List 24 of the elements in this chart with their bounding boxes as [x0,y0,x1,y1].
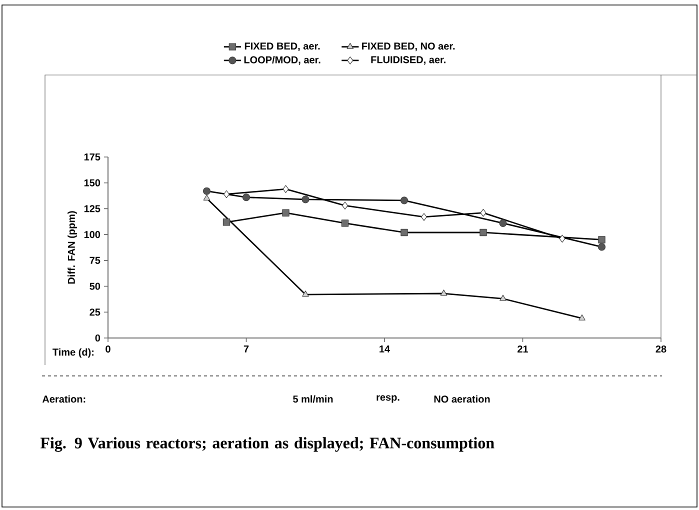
x-tick-label: 28 [656,346,666,353]
x-tick-label: 21 [518,346,528,352]
y-tick-label: 125 [84,205,100,212]
legend-label: LOOP/MOD, aer. [244,56,320,65]
y-tick-label: 50 [90,282,100,290]
y-tick-label: 75 [90,256,100,264]
y-tick-label: 0 [95,334,100,342]
caption: Fig. 9 Various reactors; aeration as displayed; FAN-consumption [40,437,494,452]
y-tick-label: 150 [84,179,100,186]
x-tick-label: 7 [244,346,249,352]
text: resp. [376,395,400,403]
x-axis-title: Time (d): [52,348,94,358]
text: NO aeration [434,395,490,403]
text: 5 ml/min [293,395,333,403]
y-axis-title: Diff. FAN (ppm) [68,211,77,284]
legend-label: FIXED BED, NO aer. [362,42,455,52]
y-tick-label: 25 [90,308,100,316]
legend-label: FLUIDISED, aer. [371,56,446,65]
x-tick-label: 14 [380,346,390,352]
y-tick-label: 175 [84,153,100,160]
x-tick-label: 0 [106,346,110,353]
legend-label: FIXED BED, aer. [244,42,320,52]
y-tick-label: 100 [84,231,100,238]
text: Aeration: [42,395,86,403]
